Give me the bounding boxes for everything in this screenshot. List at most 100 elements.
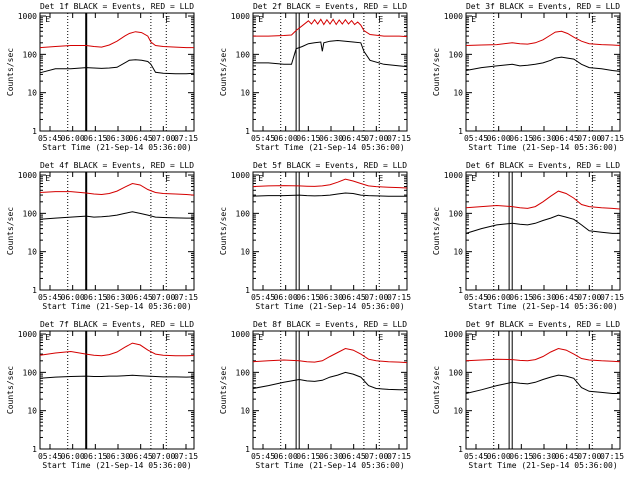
x-tick-label: 07:15: [174, 134, 198, 143]
plot-frame: [252, 12, 408, 132]
lld-series-line: [465, 30, 621, 46]
x-tick-label: 06:15: [83, 452, 107, 461]
x-tick-label: 06:45: [555, 293, 579, 302]
x-tick-label: 06:30: [532, 134, 556, 143]
x-tick-label: 06:30: [106, 293, 130, 302]
y-axis-label: Counts/sec: [219, 48, 228, 96]
x-tick-label: 06:00: [274, 293, 298, 302]
x-tick-label: 06:45: [129, 293, 153, 302]
e-marker-label: E: [378, 333, 383, 342]
x-tick-label: 06:15: [509, 134, 533, 143]
x-tick-label: 05:45: [38, 293, 62, 302]
lld-series-line: [39, 31, 194, 49]
x-tick-label: 07:15: [174, 293, 198, 302]
y-tick-label: 10: [27, 248, 37, 257]
e-marker-label: E: [45, 174, 50, 183]
y-tick-label: 1000: [18, 12, 37, 21]
y-tick-label: 10: [453, 89, 463, 98]
x-axis-label: Start Time (21-Sep-14 05:36:00): [42, 461, 191, 470]
y-axis-label: Counts/sec: [432, 207, 441, 255]
panel-title: Det 8f BLACK = Events, RED = LLD: [253, 320, 407, 329]
y-tick-label: 1000: [444, 330, 463, 339]
events-series-line: [39, 59, 195, 75]
x-tick-label: 06:30: [319, 293, 343, 302]
lld-series-line: [465, 347, 621, 363]
panel-title: Det 7f BLACK = Events, RED = LLD: [40, 320, 194, 329]
y-tick-label: 1000: [18, 171, 37, 180]
x-tick-label: 07:00: [577, 293, 601, 302]
x-tick-label: 06:15: [296, 134, 320, 143]
panel-title: Det 6f BLACK = Events, RED = LLD: [466, 161, 620, 170]
x-tick-label: 05:45: [251, 293, 275, 302]
x-tick-label: 05:45: [464, 293, 488, 302]
x-tick-label: 07:00: [151, 452, 175, 461]
x-tick-label: 05:45: [464, 134, 488, 143]
panel-9: Det 9f BLACK = Events, RED = LLD 1 10 100 10…: [432, 320, 624, 470]
x-axis-label: Start Time (21-Sep-14 05:36:00): [42, 143, 191, 152]
plot-frame: [39, 330, 195, 450]
panel-7: Det 7f BLACK = Events, RED = LLD 1 10 100 10…: [6, 320, 198, 470]
x-tick-label: 07:15: [387, 293, 411, 302]
x-axis-label: Start Time (21-Sep-14 05:36:00): [255, 143, 404, 152]
x-tick-label: 06:30: [106, 134, 130, 143]
x-tick-label: 07:00: [151, 293, 175, 302]
panel-3: Det 3f BLACK = Events, RED = LLD 1 10 100 10…: [432, 2, 624, 152]
x-tick-label: 06:45: [342, 293, 366, 302]
panel-8: Det 8f BLACK = Events, RED = LLD 1 10 100 10…: [219, 320, 411, 470]
x-axis-label: Start Time (21-Sep-14 05:36:00): [468, 143, 617, 152]
x-axis-label: Start Time (21-Sep-14 05:36:00): [468, 461, 617, 470]
e-marker-label: E: [165, 333, 170, 342]
e-marker-label: E: [165, 174, 170, 183]
y-tick-label: 1000: [231, 330, 250, 339]
x-tick-label: 06:00: [487, 293, 511, 302]
events-series-line: [39, 374, 195, 379]
x-tick-label: 05:45: [38, 452, 62, 461]
x-tick-label: 06:30: [532, 293, 556, 302]
y-tick-label: 1000: [444, 171, 463, 180]
panel-6: Det 6f BLACK = Events, RED = LLD 1 10 100 10…: [432, 161, 624, 311]
panel-2: Det 2f BLACK = Events, RED = LLD 1 10 100 10…: [219, 2, 411, 152]
y-tick-label: 1: [458, 445, 463, 454]
x-tick-label: 06:00: [61, 452, 85, 461]
x-tick-label: 06:15: [296, 293, 320, 302]
x-tick-label: 06:30: [319, 452, 343, 461]
events-series-line: [465, 56, 621, 72]
lld-series-line: [465, 190, 621, 210]
events-series-line: [39, 211, 194, 220]
x-axis-label: Start Time (21-Sep-14 05:36:00): [255, 461, 404, 470]
lld-series-line: [39, 342, 195, 357]
x-tick-label: 05:45: [251, 452, 275, 461]
x-tick-label: 07:00: [577, 452, 601, 461]
x-tick-label: 06:45: [342, 134, 366, 143]
plot-frame: [465, 171, 621, 291]
plot-frame: [252, 171, 408, 291]
events-series-line: [465, 214, 620, 234]
e-marker-label: E: [471, 15, 476, 24]
x-tick-label: 07:00: [151, 134, 175, 143]
e-marker-label: E: [471, 174, 476, 183]
x-tick-label: 07:15: [387, 452, 411, 461]
y-tick-label: 1: [245, 127, 250, 136]
e-marker-label: E: [591, 174, 596, 183]
y-axis-label: Counts/sec: [432, 366, 441, 414]
x-tick-label: 07:15: [600, 452, 624, 461]
e-marker-label: E: [471, 333, 476, 342]
e-marker-label: E: [45, 333, 50, 342]
e-marker-label: E: [258, 333, 263, 342]
y-tick-label: 1000: [231, 171, 250, 180]
y-tick-label: 1: [32, 286, 37, 295]
x-tick-label: 06:30: [532, 452, 556, 461]
plot-frame: [39, 12, 195, 132]
y-tick-label: 1: [458, 127, 463, 136]
x-tick-label: 06:45: [129, 134, 153, 143]
y-axis-label: Counts/sec: [219, 207, 228, 255]
y-tick-label: 100: [236, 368, 251, 377]
y-tick-label: 100: [23, 209, 38, 218]
panel-title: Det 4f BLACK = Events, RED = LLD: [40, 161, 194, 170]
events-series-line: [252, 371, 407, 391]
x-tick-label: 06:15: [296, 452, 320, 461]
plot-frame: [465, 12, 621, 132]
y-tick-label: 100: [449, 50, 464, 59]
events-series-line: [465, 374, 620, 394]
x-tick-label: 07:15: [600, 134, 624, 143]
